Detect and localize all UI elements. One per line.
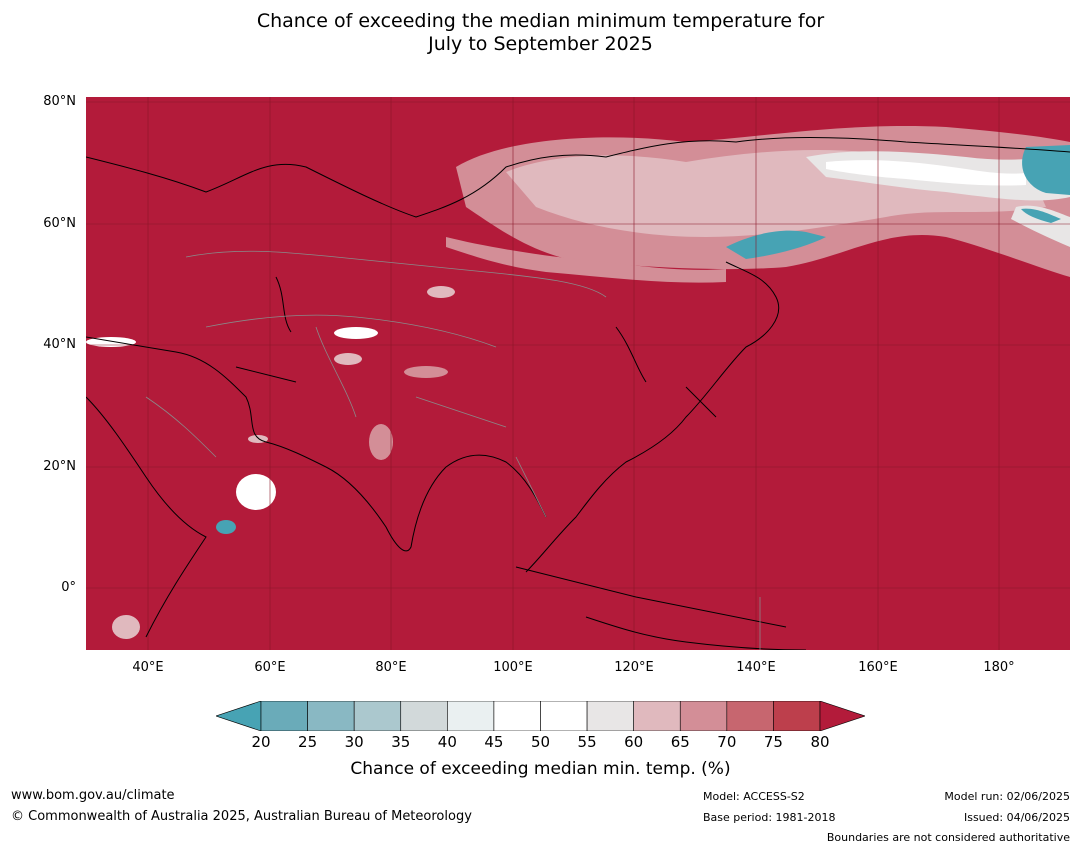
lon-label-80e: 80°E: [375, 660, 407, 675]
lat-label-40n: 40°N: [43, 337, 76, 352]
lon-label-160e: 160°E: [858, 660, 898, 675]
probability-map: [86, 97, 1070, 650]
colorbar-tick-label: 75: [763, 733, 783, 751]
colorbar-tick-label: 80: [810, 733, 830, 751]
colorbar-segment: [307, 701, 355, 731]
colorbar-segment: [353, 701, 402, 731]
lon-label-120e: 120°E: [614, 660, 654, 675]
colorbar: [216, 701, 865, 731]
colorbar-segment: [773, 701, 821, 731]
colorbar-label: Chance of exceeding median min. temp. (%…: [350, 759, 731, 779]
graticule: [86, 97, 1070, 650]
colorbar-tick-label: 65: [670, 733, 690, 751]
colorbar-tick-label: 20: [251, 733, 271, 751]
colorbar-tick-label: 55: [577, 733, 597, 751]
colorbar-segment: [447, 701, 495, 731]
colorbar-segment: [540, 701, 588, 731]
colorbar-segment: [679, 701, 728, 731]
footer-model-run: Model run: 02/06/2025: [944, 790, 1070, 803]
colorbar-tick-label: 35: [391, 733, 411, 751]
coastlines: [86, 136, 1070, 650]
title-line-2: July to September 2025: [428, 33, 653, 55]
colorbar-segment: [493, 701, 541, 731]
colorbar-segment: [726, 701, 774, 731]
colorbar-segment: [400, 701, 448, 731]
footer-copyright: © Commonwealth of Australia 2025, Austra…: [11, 809, 472, 824]
colorbar-segment: [586, 701, 634, 731]
lat-label-80n: 80°N: [43, 94, 76, 109]
colorbar-tick-label: 30: [344, 733, 364, 751]
colorbar-tick-label: 50: [530, 733, 551, 751]
colorbar-tick-label: 25: [298, 733, 318, 751]
footer-disclaimer: Boundaries are not considered authoritat…: [826, 831, 1070, 844]
footer-issued: Issued: 04/06/2025: [963, 811, 1070, 824]
minor-anomaly-patches: [86, 286, 455, 639]
country-boundaries: [145, 250, 761, 650]
lat-label-60n: 60°N: [43, 216, 76, 231]
colorbar-segment: [260, 701, 308, 731]
title-line-1: Chance of exceeding the median minimum t…: [256, 10, 825, 32]
footer-base-period: Base period: 1981-2018: [703, 811, 836, 824]
lon-label-60e: 60°E: [254, 660, 286, 675]
colorbar-tick-label: 60: [624, 733, 644, 751]
lat-label-20n: 20°N: [43, 459, 76, 474]
lon-label-40e: 40°E: [132, 660, 164, 675]
lon-label-180: 180°: [983, 660, 1015, 675]
footer-url: www.bom.gov.au/climate: [11, 788, 175, 803]
colorbar-extend-low: [216, 701, 262, 731]
colorbar-tick-label: 70: [717, 733, 737, 751]
siberia-anomaly-region: [446, 125, 1070, 283]
colorbar-tick-label: 40: [437, 733, 457, 751]
colorbar-extend-high: [819, 701, 865, 731]
lat-label-0: 0°: [61, 580, 76, 595]
colorbar-segment: [633, 701, 681, 731]
chart-title: Chance of exceeding the median minimum t…: [0, 10, 1081, 56]
colorbar-tick-label: 45: [484, 733, 504, 751]
lon-label-140e: 140°E: [736, 660, 776, 675]
lon-label-100e: 100°E: [493, 660, 533, 675]
footer-model: Model: ACCESS-S2: [703, 790, 805, 803]
